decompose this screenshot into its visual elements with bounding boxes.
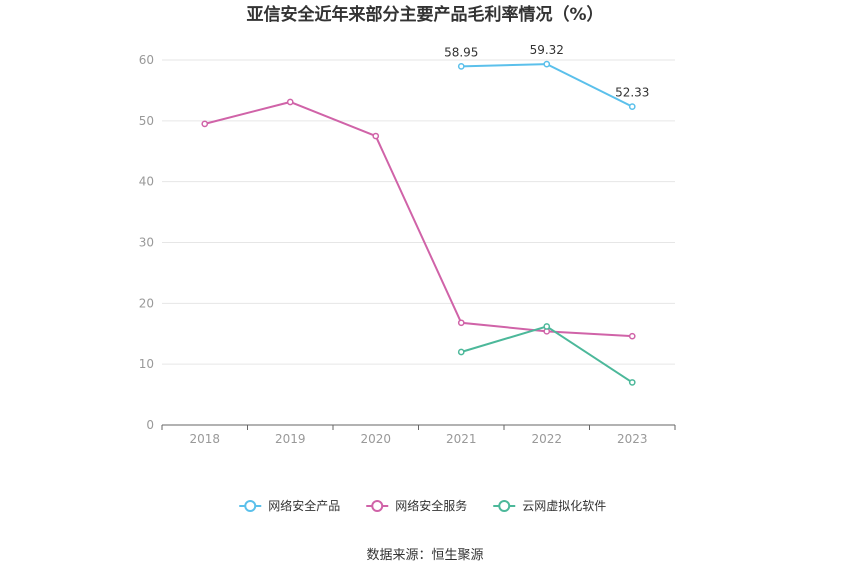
- legend-item[interactable]: 网络安全服务: [366, 498, 467, 513]
- data-label: 52.33: [615, 86, 649, 100]
- data-point[interactable]: [201, 120, 209, 128]
- y-tick-label: 40: [139, 175, 154, 189]
- data-point[interactable]: [543, 60, 551, 68]
- axis-layer: 0 10 20 30 40 50 60 2018 2019 2020 2021 2022 2023: [139, 53, 676, 446]
- y-tick-label: 10: [139, 357, 154, 371]
- data-point[interactable]: [543, 323, 551, 330]
- data-point[interactable]: [628, 379, 636, 386]
- data-label: 59.32: [530, 43, 564, 57]
- y-tick-label: 0: [146, 418, 154, 432]
- grid-layer: [162, 59, 675, 365]
- y-tick-label: 30: [139, 236, 154, 250]
- x-tick-label: 2019: [275, 432, 306, 446]
- legend-marker-icon: [244, 500, 257, 512]
- series-0: 58.95 59.32 52.33: [444, 43, 649, 111]
- legend-item[interactable]: 网络安全产品: [239, 498, 340, 513]
- x-tick-label: 2022: [531, 432, 562, 446]
- series-line: [461, 63, 633, 108]
- data-source: 数据来源：恒生聚源: [366, 548, 483, 563]
- data-point[interactable]: [286, 98, 294, 106]
- legend-label: 云网虚拟化软件: [522, 499, 606, 513]
- x-tick-label: 2021: [446, 432, 477, 446]
- data-label: 58.95: [444, 45, 478, 59]
- series-layer: 58.95 59.32 52.33: [201, 43, 649, 386]
- chart-title: 亚信安全近年来部分主要产品毛利率情况（%）: [246, 4, 603, 25]
- legend-marker-icon: [371, 500, 384, 512]
- legend-label: 网络安全服务: [395, 498, 467, 513]
- x-tick-label: 2023: [617, 432, 648, 446]
- x-tick-label: 2020: [360, 432, 391, 446]
- data-point[interactable]: [372, 132, 380, 140]
- data-point[interactable]: [457, 348, 465, 356]
- data-point[interactable]: [628, 332, 636, 340]
- data-point[interactable]: [628, 103, 636, 111]
- legend-item[interactable]: 云网虚拟化软件: [493, 499, 606, 513]
- series-line: [204, 100, 633, 338]
- data-point[interactable]: [457, 63, 465, 70]
- y-tick-label: 20: [139, 296, 154, 310]
- series-2: [457, 323, 636, 386]
- y-tick-label: 60: [139, 53, 154, 67]
- x-tick-label: 2018: [189, 432, 220, 446]
- legend-marker-icon: [498, 500, 511, 512]
- legend[interactable]: 网络安全产品 网络安全服务 云网虚拟化软件: [239, 498, 606, 513]
- legend-label: 网络安全产品: [268, 498, 340, 513]
- data-point[interactable]: [457, 319, 465, 327]
- series-1: [201, 98, 636, 340]
- y-tick-label: 50: [139, 114, 154, 128]
